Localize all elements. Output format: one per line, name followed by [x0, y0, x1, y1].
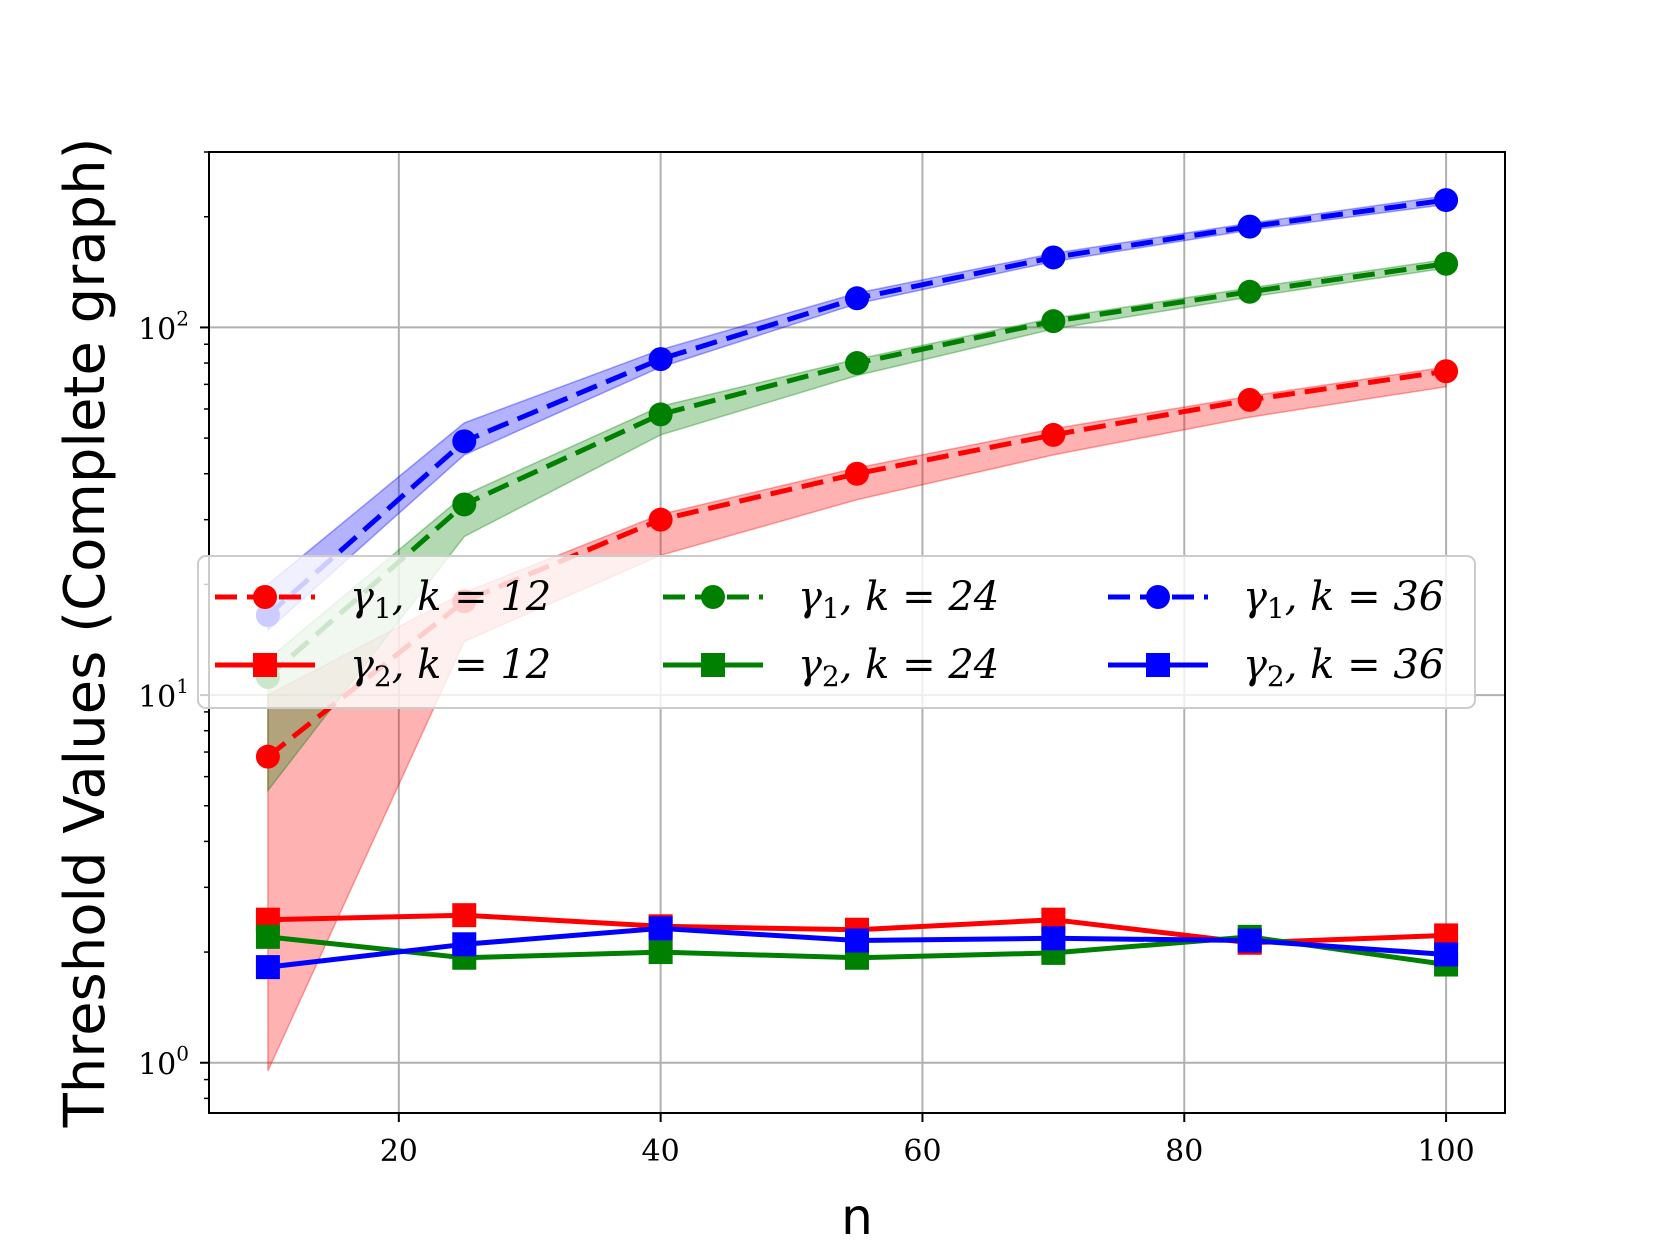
legend-marker — [253, 585, 277, 609]
point-γ₁, k = 36 — [1237, 214, 1262, 239]
point-γ₂, k = 36 — [1237, 928, 1262, 953]
legend-marker — [1146, 653, 1170, 677]
point-γ₁, k = 24 — [452, 492, 477, 517]
y-axis-label: Threshold Values (Complete graph) — [53, 138, 118, 1129]
legend-label: γ1, k = 12 — [350, 574, 551, 625]
point-γ₂, k = 36 — [1041, 926, 1066, 951]
point-γ₁, k = 12 — [648, 507, 673, 532]
point-γ₁, k = 12 — [1237, 387, 1262, 412]
legend-label: γ2, k = 12 — [350, 642, 551, 693]
y-tick-label: 101 — [138, 674, 189, 715]
legend: γ1, k = 12 γ2, k = 12 γ1, k = 24 γ2, k = 24… — [197, 555, 1476, 709]
point-γ₁, k = 24 — [845, 351, 869, 376]
point-γ₁, k = 24 — [648, 402, 673, 427]
point-γ₁, k = 12 — [845, 461, 869, 486]
legend-marker — [253, 653, 277, 677]
x-axis-ticks: 20 40 60 80 100 — [380, 1113, 1475, 1169]
point-γ₁, k = 36 — [452, 429, 477, 454]
point-γ₁, k = 24 — [1237, 279, 1262, 304]
point-γ₂, k = 36 — [845, 928, 869, 953]
point-γ₁, k = 24 — [1434, 251, 1459, 276]
point-γ₁, k = 12 — [1434, 359, 1459, 384]
point-γ₂, k = 36 — [452, 932, 477, 957]
x-tick-label: 20 — [380, 1134, 418, 1169]
legend-label: γ1, k = 36 — [1243, 574, 1444, 625]
y-tick-label: 100 — [138, 1042, 189, 1083]
point-γ₂, k = 36 — [1434, 942, 1459, 967]
point-γ₁, k = 12 — [1041, 422, 1066, 447]
x-tick-label: 100 — [1417, 1134, 1474, 1169]
legend-label: γ2, k = 24 — [798, 642, 999, 693]
y-axis-ticks: 100 101 102 — [138, 151, 209, 1100]
series-markers — [255, 188, 1459, 980]
point-γ₁, k = 12 — [255, 744, 280, 769]
point-γ₂, k = 36 — [255, 955, 280, 980]
x-tick-label: 80 — [1165, 1134, 1203, 1169]
y-tick-label: 102 — [138, 306, 189, 347]
point-γ₁, k = 24 — [1041, 309, 1066, 334]
point-γ₁, k = 36 — [648, 347, 673, 372]
point-γ₂, k = 36 — [648, 916, 673, 941]
point-γ₂, k = 24 — [255, 924, 280, 949]
legend-label: γ2, k = 36 — [1243, 642, 1444, 693]
x-tick-label: 40 — [642, 1134, 680, 1169]
legend-marker — [701, 585, 725, 609]
legend-marker — [701, 653, 725, 677]
legend-label: γ1, k = 24 — [798, 574, 999, 625]
point-γ₂, k = 12 — [452, 903, 477, 928]
x-axis-label: n — [841, 1188, 873, 1245]
legend-marker — [1146, 585, 1170, 609]
x-tick-label: 60 — [903, 1134, 941, 1169]
point-γ₁, k = 36 — [845, 286, 869, 311]
point-γ₂, k = 24 — [648, 940, 673, 965]
point-γ₁, k = 36 — [1434, 188, 1459, 213]
point-γ₁, k = 36 — [1041, 245, 1066, 270]
